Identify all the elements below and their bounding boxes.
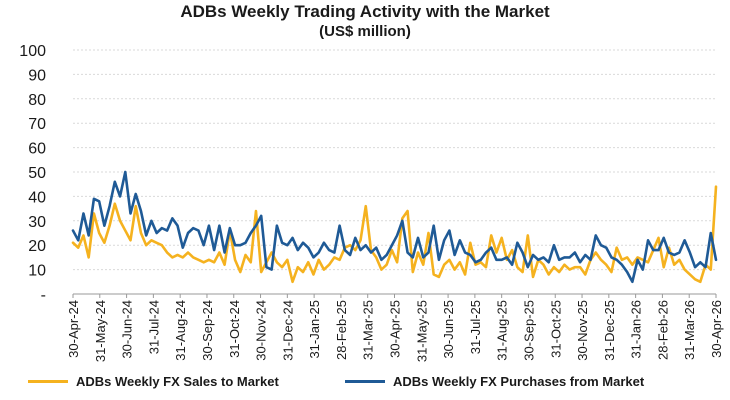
x-tick-label: 31-Mar-26 <box>682 300 697 360</box>
y-tick-label: 30 <box>28 214 46 231</box>
y-tick-label: 70 <box>28 116 46 133</box>
x-tick-label: 30-Apr-24 <box>66 300 81 358</box>
x-tick-label: 30-Jun-25 <box>441 300 456 359</box>
y-tick-label: 100 <box>19 43 46 60</box>
purchases-series-line <box>71 170 718 284</box>
legend-item-purchases: ADBs Weekly FX Purchases from Market <box>345 374 644 389</box>
x-tick-label: 31-Aug-25 <box>495 300 510 361</box>
y-tick-label: 80 <box>28 92 46 109</box>
y-tick-label: 20 <box>28 238 46 255</box>
x-tick-label: 31-May-25 <box>414 300 429 362</box>
x-tick-label: 30-Sep-24 <box>200 300 215 361</box>
x-tick-label: 30-Apr-25 <box>388 300 403 358</box>
legend-label-sales: ADBs Weekly FX Sales to Market <box>76 374 279 389</box>
x-tick-label: 31-Jul-25 <box>468 300 483 354</box>
x-tick-label: 28-Feb-25 <box>334 300 349 360</box>
x-tick-label: 30-Nov-25 <box>575 300 590 361</box>
chart-title: ADBs Weekly Trading Activity with the Ma… <box>180 2 550 21</box>
x-tick-label: 30-Sep-25 <box>521 300 536 361</box>
x-tick-label: 31-Jan-26 <box>629 300 644 359</box>
x-tick-label: 31-Dec-24 <box>280 300 295 361</box>
x-tick-label: 28-Feb-26 <box>655 300 670 360</box>
y-tick-label: 50 <box>28 165 46 182</box>
legend: ADBs Weekly FX Sales to Market ADBs Week… <box>0 374 730 396</box>
x-tick-label: 31-Mar-25 <box>361 300 376 360</box>
legend-item-sales: ADBs Weekly FX Sales to Market <box>28 374 279 389</box>
x-tick-label: 30-Nov-24 <box>254 300 269 361</box>
y-tick-label: 90 <box>28 67 46 84</box>
x-tick-label: 30-Jun-24 <box>120 300 135 359</box>
chart-subtitle: (US$ million) <box>319 23 411 40</box>
x-tick-label: 31-Jul-24 <box>146 300 161 354</box>
y-tick-label: 40 <box>28 189 46 206</box>
x-tick-label: 31-Dec-25 <box>602 300 617 361</box>
x-tick-label: 31-Jan-25 <box>307 300 322 359</box>
legend-label-purchases: ADBs Weekly FX Purchases from Market <box>393 374 645 389</box>
x-tick-label: 31-May-24 <box>93 300 108 362</box>
sales-series-line <box>71 185 718 284</box>
y-tick-label: 10 <box>28 263 46 280</box>
y-tick-label: - <box>41 287 46 304</box>
series-lines <box>71 170 718 284</box>
x-tick-label: 30-Apr-26 <box>709 300 724 358</box>
y-tick-label: 60 <box>28 141 46 158</box>
line-chart: - 10 20 30 40 50 60 70 80 90 100 30-Apr-24 31-May-24… <box>19 43 724 362</box>
legend-swatch-sales <box>28 380 68 383</box>
x-tick-label: 31-Aug-24 <box>173 300 188 361</box>
x-tick-label: 31-Oct-25 <box>548 300 563 358</box>
axes: - 10 20 30 40 50 60 70 80 90 100 30-Apr-24 31-May-24… <box>19 43 724 362</box>
x-tick-label: 31-Oct-24 <box>227 300 242 358</box>
legend-swatch-purchases <box>345 380 385 383</box>
